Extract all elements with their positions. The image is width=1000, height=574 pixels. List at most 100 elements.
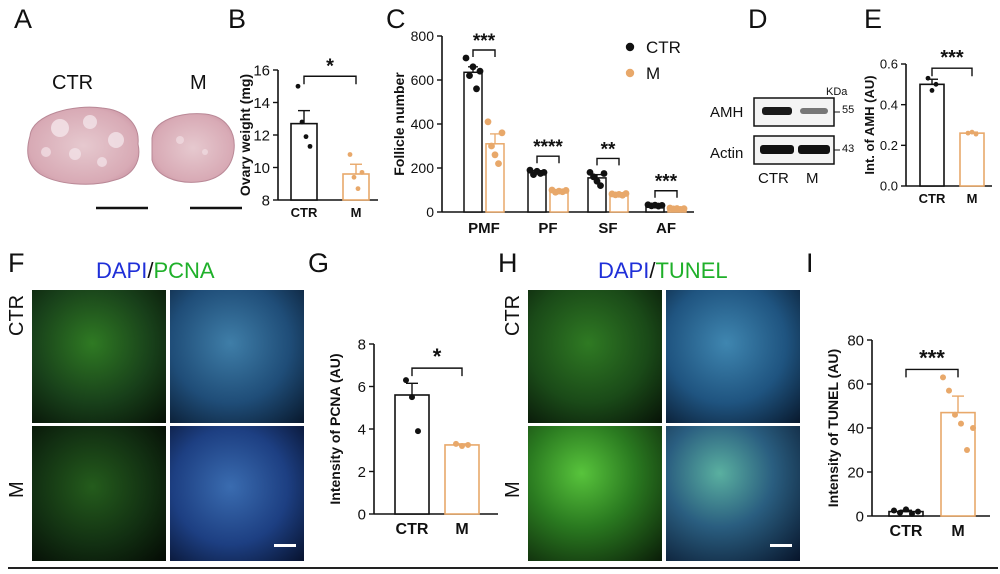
- significance-bracket: [654, 190, 678, 198]
- figure-bottom-rule: [8, 567, 998, 569]
- data-point-m: [491, 151, 499, 159]
- data-point-m: [970, 425, 976, 431]
- legend-marker-ctr: [625, 42, 635, 52]
- category-label-pmf: PMF: [468, 220, 500, 237]
- data-point-ctr: [925, 75, 931, 81]
- data-point-ctr: [299, 119, 305, 125]
- category-label-sf: SF: [598, 220, 617, 237]
- significance-label: *: [326, 55, 334, 77]
- row-label-m: M: [502, 481, 524, 498]
- scale-bar: [770, 544, 792, 547]
- y-tick-label: 0: [426, 204, 434, 220]
- western-blot: [753, 97, 840, 165]
- data-point-m: [969, 129, 975, 135]
- data-point-m: [459, 443, 465, 449]
- panel-letter-c: C: [386, 4, 406, 34]
- actin-band-m: [798, 145, 830, 154]
- data-point-m: [622, 190, 630, 197]
- amh-band-ctr: [762, 107, 792, 115]
- y-tick-label: 40: [847, 420, 864, 437]
- significance-label: ***: [940, 47, 964, 69]
- panel-letter-h: H: [498, 248, 518, 278]
- scale-bar: [274, 544, 296, 547]
- data-point-m: [940, 374, 946, 381]
- y-tick-label: 10: [253, 160, 270, 177]
- y-tick-label: 600: [411, 72, 435, 88]
- row-label-ctr: CTR: [502, 294, 524, 336]
- data-point-ctr: [473, 85, 480, 93]
- data-point-ctr: [403, 377, 409, 384]
- bar-ctr: [919, 83, 945, 187]
- group-label-m: M: [190, 72, 207, 94]
- data-point-ctr: [462, 54, 470, 62]
- significance-label: ***: [655, 172, 678, 193]
- significance-bracket: [596, 157, 620, 166]
- amh-band-m: [800, 108, 828, 114]
- bar-ctr: [290, 122, 318, 201]
- y-tick-label: 6: [358, 379, 366, 396]
- data-point-m: [351, 174, 357, 180]
- data-point-ctr: [469, 63, 477, 71]
- tunel-m-green-image: [528, 426, 662, 561]
- panel-f-title: DAPI/PCNA: [96, 258, 215, 284]
- significance-bracket: [303, 75, 357, 85]
- data-point-ctr: [891, 507, 897, 514]
- panel-letter-d: D: [748, 4, 768, 34]
- y-tick-label: 16: [253, 62, 270, 79]
- data-point-ctr: [303, 134, 309, 140]
- data-point-m: [484, 118, 492, 126]
- significance-bracket: [905, 368, 959, 378]
- panel-letter-a: A: [14, 4, 33, 34]
- marker-43: 43: [842, 143, 855, 155]
- data-point-ctr: [295, 83, 301, 89]
- data-point-ctr: [540, 169, 548, 176]
- significance-label: **: [601, 139, 616, 160]
- row-label-ctr: CTR: [6, 294, 28, 336]
- data-point-m: [453, 440, 459, 447]
- category-label-m: M: [967, 191, 978, 206]
- y-tick-label: 0.6: [880, 57, 898, 72]
- pcna-ctr-merged-image: [170, 290, 304, 423]
- significance-bracket: [472, 49, 496, 57]
- data-point-m: [488, 142, 495, 150]
- data-point-ctr: [466, 72, 473, 79]
- data-point-m: [973, 131, 979, 137]
- data-point-ctr: [933, 81, 939, 87]
- blot-label-amh: AMH: [710, 104, 744, 121]
- panel-h-title: DAPI/TUNEL: [598, 258, 728, 284]
- tunel-ctr-merged-image: [666, 290, 800, 423]
- y-axis-label: Intensity of PCNA (AU): [328, 353, 343, 504]
- data-point-ctr: [929, 88, 935, 93]
- chart-pcna-intensity: 0 2 4 6 8 Intensity of PCNA (AU) CTR M *: [328, 336, 498, 538]
- pcna-m-merged-image: [170, 426, 304, 561]
- bar-m: [959, 132, 985, 187]
- data-point-m: [359, 169, 365, 175]
- title-separator: /: [649, 258, 656, 283]
- data-point-m: [347, 152, 353, 157]
- category-label-m: M: [951, 523, 964, 540]
- actin-band-ctr: [760, 145, 794, 154]
- bar-ctr: [394, 394, 430, 515]
- ovary-section-images: [27, 106, 242, 210]
- data-point-m: [952, 411, 958, 418]
- pcna-ctr-green-image: [32, 290, 166, 423]
- data-point-m: [465, 441, 471, 448]
- blot-label-actin: Actin: [710, 145, 744, 162]
- y-tick-label: 8: [262, 192, 270, 209]
- dapi-label: DAPI: [96, 258, 148, 283]
- data-point-m: [355, 186, 361, 192]
- pcna-m-green-image: [32, 426, 166, 561]
- significance-label: ***: [473, 31, 496, 52]
- data-point-m: [946, 387, 952, 394]
- tunel-label: TUNEL: [655, 258, 728, 283]
- data-point-ctr: [897, 509, 903, 516]
- category-label-af: AF: [656, 220, 676, 237]
- y-tick-label: 14: [253, 95, 270, 112]
- significance-label: ***: [919, 345, 945, 370]
- data-point-m: [958, 420, 964, 427]
- legend-label-ctr: CTR: [646, 38, 681, 57]
- y-tick-label: 80: [847, 332, 864, 349]
- y-tick-label: 200: [411, 160, 435, 176]
- bar-ctr-pf: [527, 171, 547, 213]
